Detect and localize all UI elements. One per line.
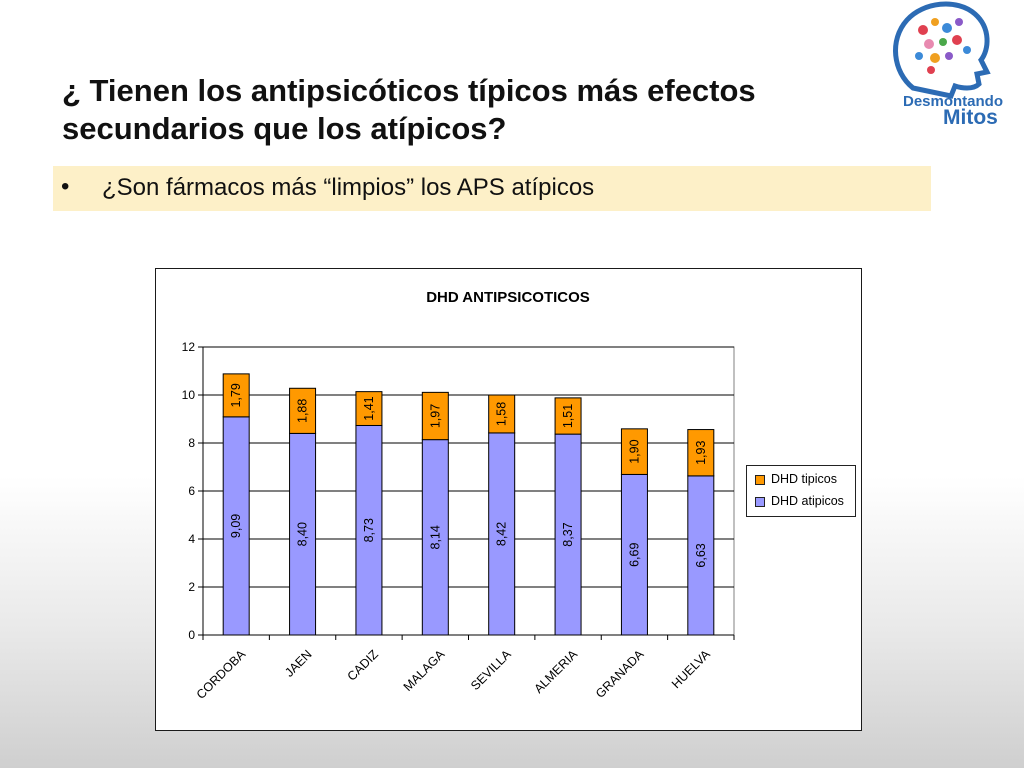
slide-title-line-2: secundarios que los atípicos?: [62, 111, 507, 146]
data-label-dhd-atipicos-malaga: 8,14: [428, 525, 442, 549]
slide-title-line-1: ¿ Tienen los antipsicóticos típicos más …: [62, 73, 756, 108]
brain-head-icon: [893, 1, 991, 99]
x-tick-label-huelva: HUELVA: [669, 647, 713, 691]
bullet-text: ¿Son fármacos más “limpios” los APS atíp…: [102, 174, 595, 201]
bar-dhd-atipicos-almeria: [554, 433, 582, 636]
data-label-dhd-atipicos-granada: 6,69: [627, 543, 641, 567]
slide-title: ¿ Tienen los antipsicóticos típicos más …: [62, 72, 862, 148]
bar-dhd-tipicos-jaen: [289, 387, 317, 434]
data-label-dhd-atipicos-cordoba: 9,09: [229, 514, 243, 538]
chart-legend: DHD tipicos DHD atipicos: [746, 465, 856, 517]
bullet-box: • ¿Son fármacos más “limpios” los APS at…: [53, 166, 931, 211]
y-tick-label-10: 10: [182, 388, 196, 402]
bar-dhd-tipicos-almeria: [554, 397, 582, 435]
legend-item-tipicos: DHD tipicos: [755, 472, 837, 488]
data-label-dhd-atipicos-jaen: 8,40: [296, 522, 310, 546]
y-tick-label-8: 8: [188, 436, 195, 450]
y-tick-label-6: 6: [188, 484, 195, 498]
x-tick-label-jaen: JAEN: [282, 647, 314, 679]
bar-series: 9,09 1,79 8,40 1,88 8,73 1,41 8,14 1,97 8,42 1,58…: [222, 373, 715, 636]
data-label-dhd-tipicos-malaga: 1,97: [428, 404, 442, 428]
bar-dhd-tipicos-malaga: [421, 391, 449, 441]
x-tick-label-cadiz: CADIZ: [345, 647, 382, 684]
bar-dhd-tipicos-huelva: [687, 429, 715, 477]
logo-text-line-2: Mitos: [943, 106, 998, 129]
legend-swatch-tipicos: [755, 474, 765, 485]
bullet-symbol: •: [61, 173, 70, 200]
data-label-dhd-atipicos-cadiz: 8,73: [362, 518, 376, 542]
grid-lines: [202, 346, 735, 636]
bar-dhd-tipicos-cadiz: [355, 391, 383, 426]
chart-frame: DHD ANTIPSICOTICOS 9,09 1,79 8,40 1,88 8,73 1…: [155, 268, 862, 731]
data-label-dhd-atipicos-almeria: 8,37: [561, 522, 575, 546]
x-tick-label-malaga: MALAGA: [401, 647, 448, 694]
bar-dhd-tipicos-granada: [620, 428, 648, 475]
y-tick-label-12: 12: [182, 340, 196, 354]
data-label-dhd-tipicos-cordoba: 1,79: [229, 383, 243, 407]
y-tick-label-0: 0: [188, 628, 195, 642]
data-label-dhd-tipicos-granada: 1,90: [627, 439, 641, 463]
legend-swatch-atipicos: [755, 496, 765, 507]
data-label-dhd-tipicos-almeria: 1,51: [561, 404, 575, 428]
bar-dhd-tipicos-sevilla: [488, 394, 516, 434]
y-tick-label-4: 4: [188, 532, 195, 546]
data-label-dhd-tipicos-jaen: 1,88: [296, 399, 310, 423]
stacked-bar-chart: DHD ANTIPSICOTICOS 9,09 1,79 8,40 1,88 8,73 1…: [182, 289, 735, 702]
y-tick-label-2: 2: [188, 580, 195, 594]
legend-label-tipicos: DHD tipicos: [771, 472, 837, 486]
logo: Desmontando Mitos: [875, 0, 1024, 131]
data-label-dhd-atipicos-huelva: 6,63: [694, 543, 708, 567]
bar-dhd-tipicos-cordoba: [222, 373, 250, 418]
bar-dhd-atipicos-sevilla: [488, 432, 516, 636]
data-label-dhd-tipicos-cadiz: 1,41: [362, 396, 376, 420]
data-label-dhd-tipicos-sevilla: 1,58: [495, 402, 509, 426]
data-label-dhd-atipicos-sevilla: 8,42: [495, 522, 509, 546]
x-tick-label-sevilla: SEVILLA: [468, 647, 514, 693]
x-tick-label-cordoba: CORDOBA: [194, 647, 249, 702]
x-tick-label-granada: GRANADA: [593, 647, 647, 701]
data-label-dhd-tipicos-huelva: 1,93: [694, 441, 708, 465]
logo-text-line-1: Desmontando: [903, 93, 1004, 110]
legend-item-atipicos: DHD atipicos: [755, 494, 844, 510]
bar-dhd-atipicos-cadiz: [355, 424, 383, 636]
chart-title: DHD ANTIPSICOTICOS: [426, 289, 590, 306]
legend-label-atipicos: DHD atipicos: [771, 494, 844, 508]
x-tick-label-almeria: ALMERIA: [531, 647, 580, 696]
